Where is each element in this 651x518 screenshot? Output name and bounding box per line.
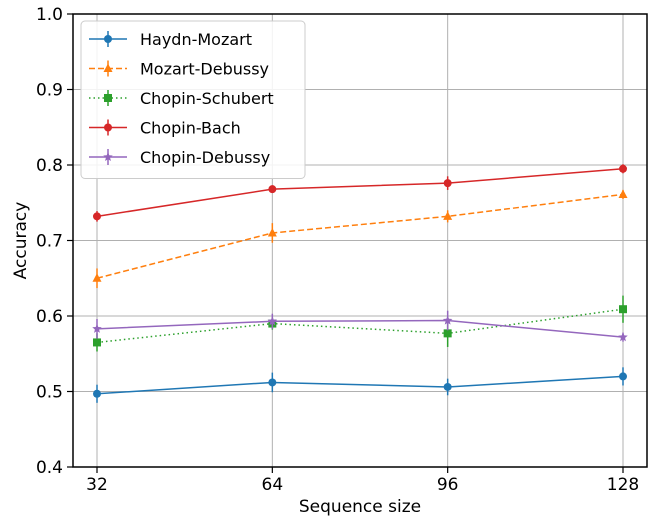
y-tick-label: 0.5 <box>36 383 63 403</box>
legend-marker <box>103 63 113 72</box>
series-line <box>96 375 624 395</box>
legend-marker <box>104 123 112 132</box>
y-tick-label: 0.6 <box>36 307 63 327</box>
data-point <box>92 323 102 333</box>
legend-marker <box>104 35 112 43</box>
series-chopin-bach <box>93 164 627 222</box>
data-point <box>443 179 452 188</box>
series-haydn-mozart <box>93 367 627 403</box>
data-point <box>443 329 452 338</box>
legend-entry: Haydn-Mozart <box>89 30 252 49</box>
x-tick-label: 96 <box>437 475 459 495</box>
legend-label: Chopin-Debussy <box>140 148 270 167</box>
data-point <box>93 338 101 347</box>
legend-box <box>80 20 306 179</box>
legend-label: Haydn-Mozart <box>140 30 252 49</box>
data-point <box>443 211 453 220</box>
legend-entry: Chopin-Debussy <box>89 148 270 167</box>
series-line <box>96 168 624 218</box>
data-point <box>619 305 627 314</box>
legend-marker <box>103 152 113 162</box>
legend-label: Chopin-Schubert <box>140 89 274 108</box>
x-tick-label: 32 <box>86 475 108 495</box>
legend-label: Mozart-Debussy <box>140 60 269 79</box>
y-tick-label: 0.7 <box>36 232 63 252</box>
y-tick-label: 0.4 <box>36 458 63 478</box>
data-point <box>267 316 278 326</box>
x-tick-label: 128 <box>607 475 639 495</box>
data-point <box>93 212 101 221</box>
series-chopin-schubert <box>93 295 627 352</box>
x-axis-label: Sequence size <box>299 497 421 517</box>
legend: Haydn-Mozart Mozart-Debussy Chopin-Schuber… <box>80 20 306 179</box>
data-point <box>92 273 102 282</box>
data-point <box>268 185 277 194</box>
x-tick-label: 64 <box>262 475 284 495</box>
data-point <box>443 382 452 391</box>
data-point <box>93 389 101 398</box>
data-point <box>619 164 627 173</box>
data-point <box>618 332 628 342</box>
y-tick-label: 0.8 <box>36 156 63 176</box>
y-tick-label: 0.9 <box>36 81 63 101</box>
series-mozart-debussy <box>92 189 628 289</box>
legend-entry: Chopin-Bach <box>89 119 241 138</box>
data-point <box>619 372 627 381</box>
legend-label: Chopin-Bach <box>140 119 241 138</box>
series-line <box>96 193 624 279</box>
y-axis-label: Accuracy <box>11 202 31 280</box>
ticks: 32 64 96 128 0.4 0.5 0.6 0.7 0.8 0.9 1.0 <box>36 5 639 495</box>
data-point <box>442 315 453 325</box>
data-point <box>267 227 277 237</box>
data-point <box>268 378 277 387</box>
legend-marker <box>104 94 112 102</box>
series-chopin-debussy <box>92 310 628 342</box>
legend-entry: Mozart-Debussy <box>89 60 269 79</box>
series-line <box>96 319 624 338</box>
data-point <box>618 189 628 198</box>
y-tick-label: 1.0 <box>36 5 63 25</box>
series-layer <box>92 164 628 403</box>
legend-entry: Chopin-Schubert <box>89 89 274 108</box>
